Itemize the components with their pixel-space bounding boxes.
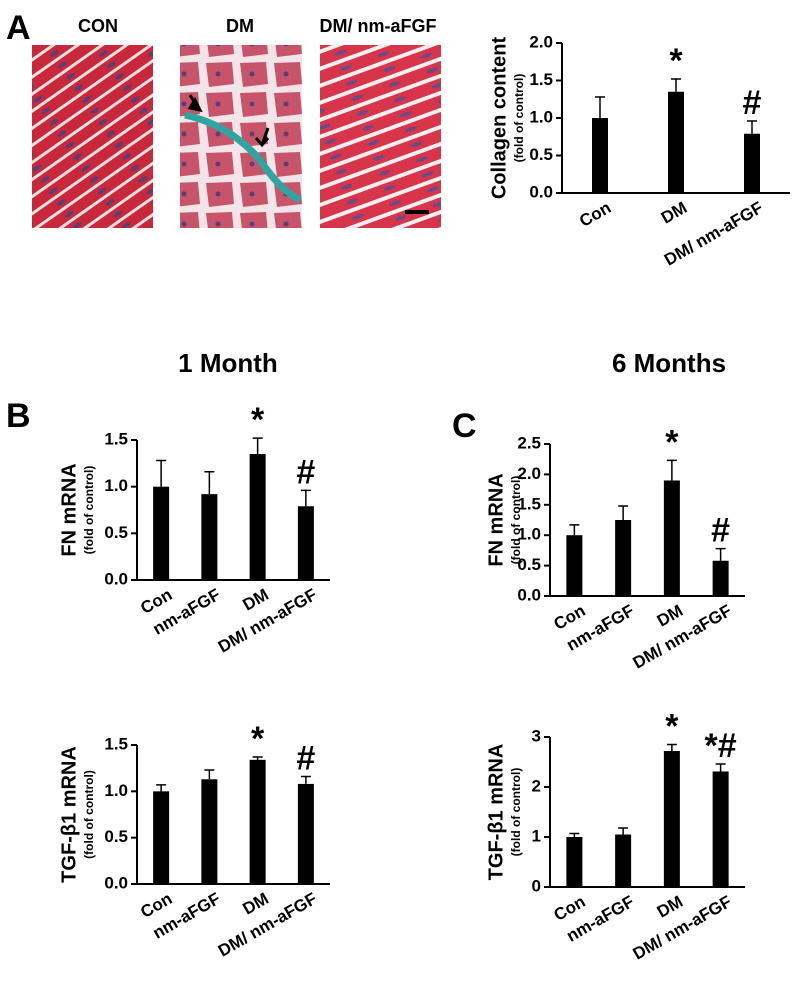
y-tick-label: 0.5 bbox=[517, 555, 541, 574]
bar bbox=[592, 118, 608, 193]
y-tick-label: 3 bbox=[532, 726, 541, 745]
bar bbox=[712, 560, 729, 596]
error-bar bbox=[666, 743, 677, 751]
collagen-stain bbox=[184, 111, 302, 204]
y-axis-sublabel: (fold of control) bbox=[82, 770, 96, 859]
bar bbox=[744, 133, 760, 193]
significance-mark: * bbox=[665, 707, 679, 745]
panel-label: A bbox=[6, 9, 31, 47]
significance-mark: # bbox=[296, 739, 315, 777]
y-axis-label: FN mRNA bbox=[58, 463, 80, 556]
error-bar bbox=[300, 775, 311, 784]
error-bar bbox=[666, 459, 677, 481]
y-axis-sublabel: (fold of control) bbox=[509, 768, 523, 857]
significance-mark: * bbox=[665, 423, 679, 461]
x-tick-label: DM bbox=[658, 198, 690, 228]
y-tick-label: 2 bbox=[532, 776, 541, 795]
y-axis-label: TGF-β1 mRNA bbox=[58, 746, 80, 883]
micrograph bbox=[320, 45, 441, 228]
bar bbox=[201, 494, 218, 580]
panel-label: B bbox=[6, 397, 31, 435]
x-tick-label: Con bbox=[576, 198, 614, 231]
bar bbox=[668, 91, 684, 193]
y-tick-label: 0.5 bbox=[529, 145, 553, 164]
error-bar bbox=[747, 120, 757, 134]
column-title: 6 Months bbox=[612, 348, 726, 378]
y-tick-label: 1.5 bbox=[104, 429, 128, 448]
column-title: 1 Month bbox=[178, 348, 278, 378]
y-axis-label: Collagen content bbox=[488, 37, 510, 200]
y-tick-label: 1.0 bbox=[104, 476, 128, 495]
y-tick-label: 0 bbox=[532, 876, 541, 895]
panel-label: C bbox=[452, 407, 477, 445]
significance-mark: * bbox=[251, 401, 265, 439]
error-bar bbox=[618, 505, 629, 520]
y-axis-sublabel: (fold of control) bbox=[512, 74, 526, 163]
bar bbox=[615, 520, 632, 596]
error-bar bbox=[252, 756, 263, 760]
y-tick-label: 0.0 bbox=[104, 873, 128, 892]
error-bar bbox=[569, 524, 580, 536]
y-axis-sublabel: (fold of control) bbox=[509, 476, 523, 565]
y-tick-label: 2.0 bbox=[529, 32, 553, 51]
y-tick-label: 1.5 bbox=[529, 70, 553, 89]
error-bar bbox=[671, 78, 681, 92]
bar bbox=[663, 751, 680, 887]
significance-mark: # bbox=[296, 453, 315, 491]
y-tick-label: 0.0 bbox=[529, 182, 553, 201]
error-bar bbox=[156, 784, 167, 792]
bar bbox=[249, 454, 266, 580]
y-tick-label: 2.0 bbox=[517, 464, 541, 483]
y-tick-label: 1 bbox=[532, 826, 541, 845]
significance-mark: * bbox=[251, 720, 265, 758]
bar bbox=[153, 486, 170, 580]
significance-mark: # bbox=[711, 512, 730, 550]
error-bar bbox=[715, 763, 726, 772]
y-tick-label: 0.0 bbox=[104, 569, 128, 588]
y-tick-label: 1.0 bbox=[104, 781, 128, 800]
y-tick-label: 1.0 bbox=[517, 525, 541, 544]
y-tick-label: 0.0 bbox=[517, 585, 541, 604]
y-tick-label: 0.5 bbox=[104, 827, 128, 846]
error-bar bbox=[618, 827, 629, 835]
y-axis-label: FN mRNA bbox=[485, 473, 507, 566]
bar bbox=[297, 783, 314, 884]
y-tick-label: 1.0 bbox=[529, 107, 553, 126]
y-axis-label: TGF-β1 mRNA bbox=[485, 744, 507, 881]
significance-mark: # bbox=[743, 84, 762, 122]
error-bar bbox=[715, 547, 726, 561]
y-tick-label: 2.5 bbox=[517, 433, 541, 452]
image-label: CON bbox=[78, 16, 118, 36]
y-axis-sublabel: (fold of control) bbox=[82, 466, 96, 555]
bar bbox=[201, 779, 218, 884]
error-bar bbox=[569, 832, 580, 837]
y-tick-label: 1.5 bbox=[104, 734, 128, 753]
y-tick-label: 0.5 bbox=[104, 523, 128, 542]
arrow bbox=[187, 94, 203, 113]
error-bar bbox=[156, 459, 167, 487]
bar bbox=[153, 791, 170, 884]
bar bbox=[566, 535, 583, 596]
error-bar bbox=[204, 769, 215, 780]
y-tick-label: 1.5 bbox=[517, 494, 541, 513]
bar bbox=[663, 480, 680, 596]
significance-mark: * bbox=[669, 42, 683, 80]
bar bbox=[249, 759, 266, 884]
micrograph bbox=[180, 45, 302, 228]
error-bar bbox=[595, 96, 605, 118]
bar bbox=[712, 771, 729, 887]
image-label: DM bbox=[226, 16, 254, 36]
micrograph bbox=[32, 45, 153, 228]
bar bbox=[566, 837, 583, 887]
error-bar bbox=[300, 489, 311, 507]
image-label: DM/ nm-aFGF bbox=[320, 16, 437, 36]
significance-mark: *# bbox=[705, 727, 737, 765]
scale-bar bbox=[405, 210, 429, 214]
error-bar bbox=[204, 470, 215, 495]
bar bbox=[297, 506, 314, 580]
error-bar bbox=[252, 437, 263, 454]
arrow bbox=[254, 127, 270, 148]
bar bbox=[615, 834, 632, 887]
